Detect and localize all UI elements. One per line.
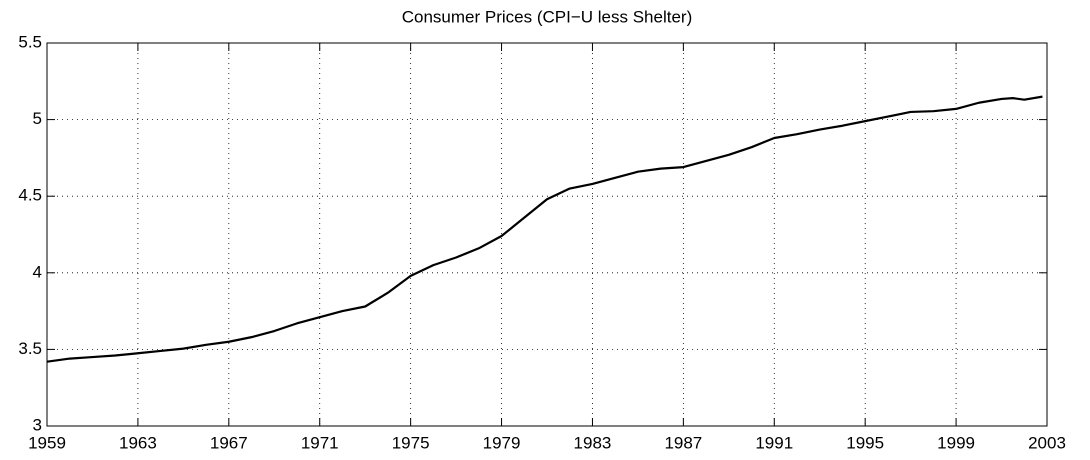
x-tick-label: 1971 [301,433,339,452]
x-tick-label: 1979 [483,433,521,452]
x-tick-label: 1999 [937,433,975,452]
x-tick-label: 1975 [392,433,430,452]
plot-frame [46,42,1048,427]
x-tick-label: 1983 [574,433,612,452]
y-tick-label: 4.5 [18,186,42,205]
y-tick-label: 5.5 [18,32,42,51]
x-tick-label: 1991 [755,433,793,452]
x-tick-label: 1963 [119,433,157,452]
y-tick-label: 3 [33,415,42,434]
x-tick-label: 1959 [28,433,66,452]
y-tick-label: 5 [33,109,42,128]
x-tick-label: 1995 [846,433,884,452]
y-tick-label: 4 [33,262,42,281]
chart-title: Consumer Prices (CPI−U less Shelter) [402,7,693,26]
data-line [46,95,1043,363]
x-tick-label: 1967 [210,433,248,452]
x-tick-label: 1987 [664,433,702,452]
y-tick-label: 3.5 [18,339,42,358]
x-tick-label: 2003 [1028,433,1066,452]
